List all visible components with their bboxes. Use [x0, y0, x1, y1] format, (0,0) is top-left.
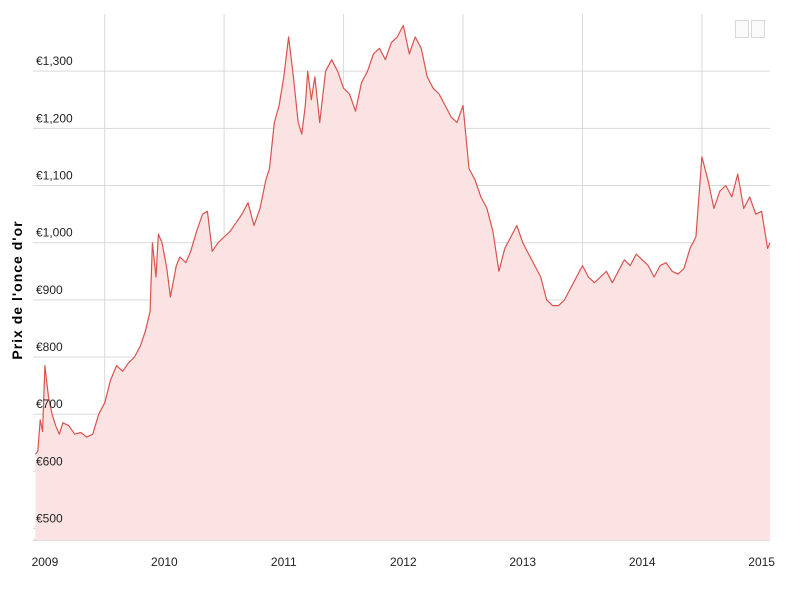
y-tick-label: €1,200: [36, 111, 73, 125]
x-tick-label: 2012: [390, 555, 417, 569]
zoom-in-button[interactable]: [751, 20, 765, 38]
x-tick-label: 2013: [509, 555, 536, 569]
y-axis-label-wrap: Prix de l'once d'or: [2, 190, 32, 390]
y-tick-label: €600: [36, 454, 63, 468]
x-tick-label: 2014: [629, 555, 656, 569]
x-axis-ticks: 2009 2010 2011 2012 2013 2014 2015: [32, 555, 776, 569]
y-axis-label: Prix de l'once d'or: [9, 220, 25, 360]
y-tick-label: €700: [36, 397, 63, 411]
y-tick-label: €500: [36, 512, 63, 526]
x-tick-label: 2015: [748, 555, 775, 569]
x-tick-label: 2011: [271, 555, 297, 569]
price-area: [35, 25, 770, 540]
y-tick-label: €1,100: [36, 169, 73, 183]
x-tick-label: 2010: [151, 555, 178, 569]
price-series-line: [34, 24, 771, 455]
y-axis-ticks: €500 €600 €700 €800 €900 €1,000 €1,100 €1,200 €1…: [36, 54, 73, 525]
y-tick-label: €800: [36, 340, 63, 354]
zoom-controls[interactable]: [735, 20, 765, 38]
price-area-fill: [35, 25, 770, 540]
y-tick-label: €900: [36, 283, 63, 297]
price-line: [34, 24, 771, 455]
x-tick-label: 2009: [32, 555, 59, 569]
y-tick-label: €1,000: [36, 226, 73, 240]
y-tick-label: €1,300: [36, 54, 73, 68]
zoom-out-button[interactable]: [735, 20, 749, 38]
